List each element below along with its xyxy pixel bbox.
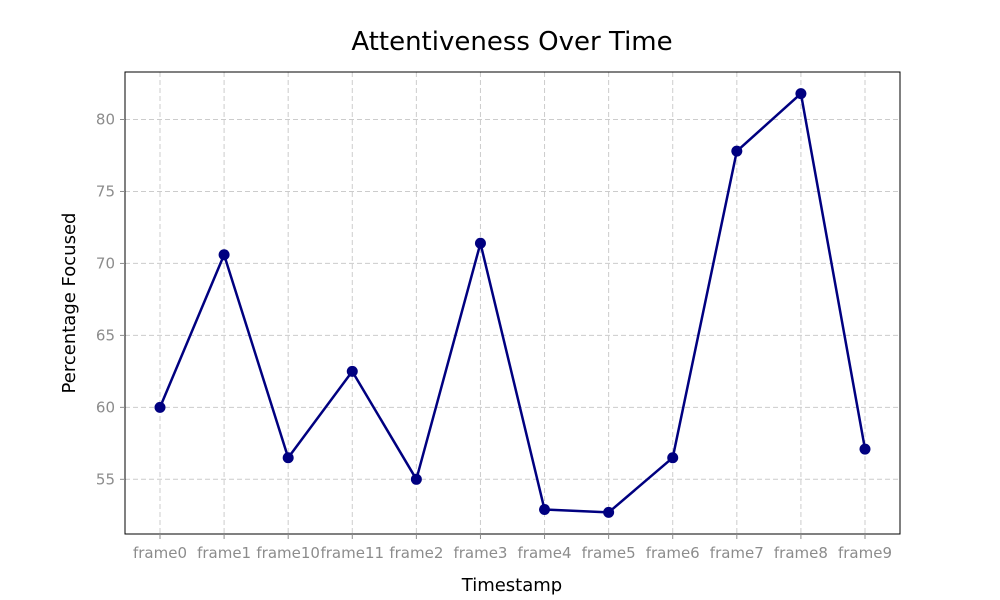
x-tick-label: frame8 (774, 544, 828, 562)
x-tick-label: frame7 (710, 544, 764, 562)
x-tick-label: frame11 (320, 544, 384, 562)
x-tick-label: frame5 (582, 544, 636, 562)
data-point (539, 504, 551, 516)
x-axis-label: Timestamp (461, 575, 562, 596)
x-tick-label: frame4 (518, 544, 572, 562)
data-point (474, 237, 486, 249)
y-tick-label: 55 (96, 470, 115, 488)
y-tick-label: 65 (96, 326, 115, 344)
data-point (282, 452, 294, 464)
y-axis-label: Percentage Focused (59, 213, 80, 394)
plot-area-frame (124, 71, 901, 535)
grid-layer (125, 72, 900, 534)
y-tick-label: 60 (96, 398, 115, 416)
y-tick-label: 75 (96, 182, 115, 200)
data-point (218, 249, 230, 261)
data-point (410, 473, 422, 485)
data-point (346, 365, 358, 377)
x-tick-label: frame2 (389, 544, 443, 562)
x-axis-ticks: frame0 frame1 frame10 frame11 frame2 frame3 fr… (133, 534, 892, 562)
y-axis-ticks: 55 60 65 70 75 80 (96, 110, 125, 488)
data-point (603, 506, 615, 518)
data-point (795, 88, 807, 100)
data-point (731, 145, 743, 157)
x-tick-label: frame3 (453, 544, 507, 562)
data-point (859, 443, 871, 455)
series-layer (154, 88, 871, 518)
chart-title: Attentiveness Over Time (351, 27, 672, 57)
x-tick-label: frame0 (133, 544, 187, 562)
x-tick-label: frame6 (646, 544, 700, 562)
x-tick-label: frame1 (197, 544, 251, 562)
y-tick-label: 80 (96, 110, 115, 128)
x-tick-label: frame10 (256, 544, 320, 562)
x-tick-label: frame9 (838, 544, 892, 562)
series-line (158, 92, 867, 514)
data-point (667, 452, 679, 464)
y-tick-label: 70 (96, 254, 115, 272)
data-point (154, 401, 166, 413)
